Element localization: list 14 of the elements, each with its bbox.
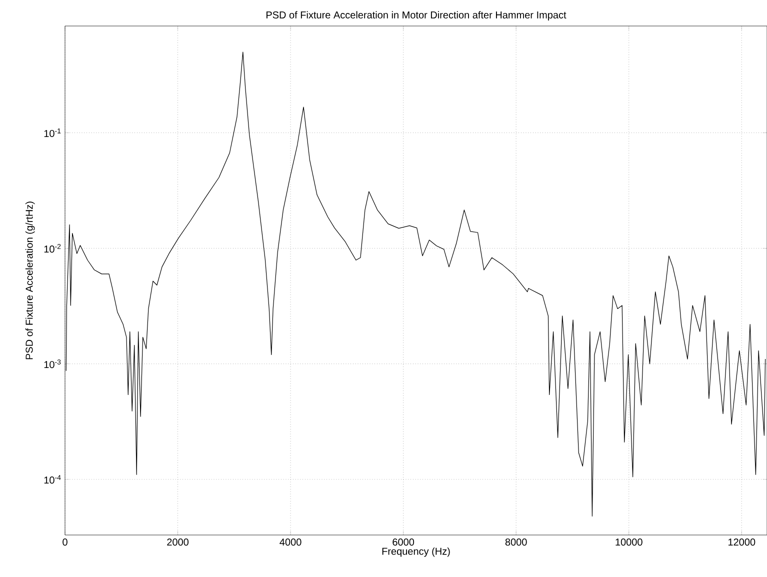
- x-tick-label: 2000: [167, 538, 189, 546]
- y-tick-label: 10$^{-2}$: [44, 244, 61, 253]
- x-tick-label: 8000: [505, 538, 527, 546]
- x-tick-label: 10000: [616, 538, 642, 546]
- y-tick-label: 10$^{-1}$: [44, 128, 61, 138]
- chart-title: PSD of Fixture Acceleration in Motor Direction after Hammer Impact: [266, 11, 566, 20]
- x-tick-label: 0: [62, 538, 68, 546]
- x-axis-title: Frequency (Hz): [382, 547, 450, 557]
- x-tick-label: 6000: [392, 538, 414, 546]
- y-tick-label: 10$^{-4}$: [44, 475, 61, 484]
- x-tick-label: 12000: [728, 538, 756, 546]
- y-tick-label: 10$^{-3}$: [44, 360, 61, 368]
- x-tick-label: 4000: [280, 538, 302, 546]
- y-axis-title: PSD of Fixture Acceleration (g/rtHz): [25, 202, 35, 360]
